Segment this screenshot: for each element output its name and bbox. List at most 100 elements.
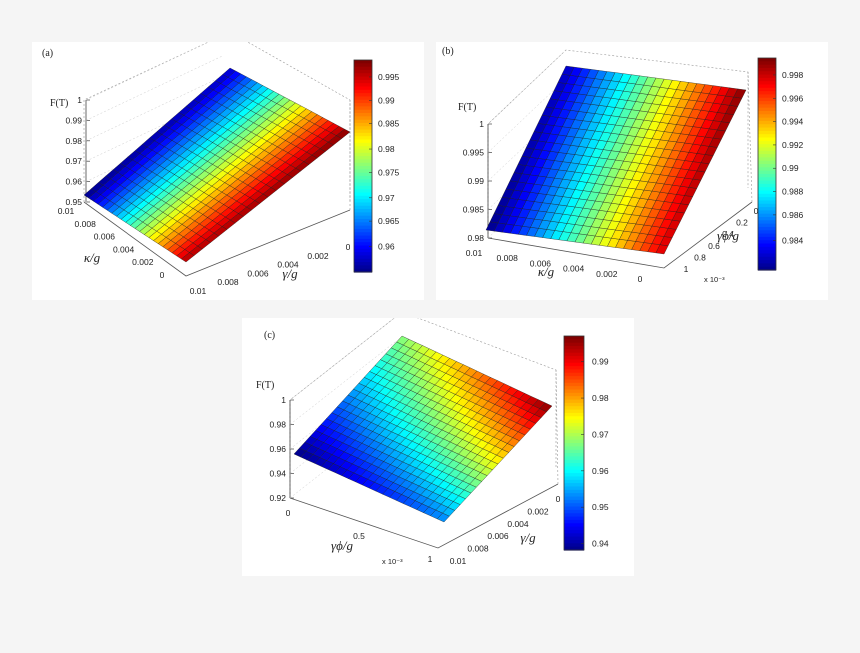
surface-mesh [293,335,553,523]
colorbar-segment [354,258,372,263]
colorbar-segment [564,453,584,457]
colorbar-segment [354,149,372,154]
x-tick-label: 0.01 [58,206,75,216]
colorbar-segment [354,63,372,68]
colorbar-segment [564,536,584,541]
surface-plot-c: (c) 0.92 0.94 0.96 0.98 1 F(T) 0 0.5 1 γϕ/g 0.01 0.0… [242,318,634,576]
colorbar-segment [564,376,584,381]
y-axis-label: γ/g [520,530,536,545]
colorbar-segment [564,446,584,451]
colorbar-tick-label: 0.96 [592,466,609,476]
colorbar-segment [564,399,584,404]
colorbar-segment [758,233,776,238]
colorbar-tick-label: 0.975 [378,167,400,177]
colorbar-segment [758,193,776,198]
colorbar-segment [354,156,372,160]
y-tick-label: 0.4 [722,229,734,239]
colorbar-segment [758,58,776,62]
colorbar-segment [758,107,776,112]
colorbar-segment [564,529,584,534]
colorbar-segment [564,466,584,471]
colorbar-segment [354,139,372,144]
colorbar: 0.995 0.99 0.985 0.98 0.975 0.97 0.965 0.96 [353,59,400,273]
z-gridline [85,42,210,101]
colorbar-tick-label: 0.99 [782,163,799,173]
colorbar-tick-label: 0.998 [782,70,804,80]
colorbar-segment [354,162,372,167]
colorbar-segment [354,152,372,157]
colorbar-segment [564,469,584,474]
axes-box-edge [747,71,753,203]
colorbar-segment [564,546,584,551]
x-tick-label: 0.002 [132,257,154,267]
z-tick-label: 0.985 [463,205,485,215]
colorbar-segment [354,69,372,74]
colorbar-segment [564,483,584,488]
colorbar-segment [354,199,372,204]
colorbar-segment [564,416,584,421]
colorbar-segment [564,513,584,518]
colorbar-segment [564,409,584,414]
surface-plot-b: (b) 0.98 0.985 0.99 0.995 1 F(T) 0.01 0.008 0.006… [436,42,828,300]
colorbar-segment [354,219,372,223]
colorbar-segment [758,190,776,195]
colorbar-segment [564,396,584,401]
surface-cell [733,88,747,99]
colorbar-segment [564,346,584,350]
colorbar-segment [758,147,776,152]
colorbar-tick-label: 0.99 [378,95,395,105]
colorbar-segment [354,159,372,164]
z-tick-label: 0.97 [65,156,82,166]
colorbar-segment [758,67,776,72]
colorbar-segment [564,539,584,544]
colorbar-segment [564,436,584,441]
z-tick-label: 0.995 [463,148,485,158]
y-tick-label: 0.002 [527,506,549,516]
colorbar-segment [354,146,372,151]
colorbar-segment [758,140,776,145]
colorbar-frame [757,57,777,271]
y-axis-label: γ/g [282,266,298,281]
z-gridline [85,55,223,121]
y-tick-label: 0.008 [217,277,239,287]
y-tick-label: 0 [346,242,351,252]
colorbar-segment [354,175,372,180]
colorbar-segment [354,79,372,84]
plot-b-svg: (b)0.980.9850.990.9951F(T)0.010.0080.006… [442,46,804,284]
panel-label: (c) [264,330,275,341]
x-axis-label: γϕ/g [331,538,353,553]
surface-cell [336,128,351,139]
colorbar-segment [758,130,776,135]
colorbar-segment [354,96,372,101]
colorbar-segment [758,213,776,218]
z-tick-label: 1 [281,395,286,405]
colorbar-tick-label: 0.986 [782,210,804,220]
colorbar-segment [564,379,584,384]
colorbar-segment [354,195,372,200]
floor-axes [487,201,753,269]
colorbar-segment [354,205,372,210]
y-tick-label: 0.006 [247,268,269,278]
colorbar-segment [564,366,584,371]
x-tick-label: 0.006 [94,232,116,242]
axes-box [83,42,351,202]
colorbar-segment [354,245,372,250]
colorbar-segment [564,432,584,437]
x-tick-label: 0.5 [353,531,365,541]
y-tick-label: 0.8 [694,252,706,262]
colorbar-segment [354,89,372,94]
colorbar-segment [758,243,776,248]
colorbar-segment [758,124,776,129]
colorbar-segment [758,97,776,102]
colorbar-segment [354,86,372,91]
colorbar-segment [758,220,776,225]
colorbar-segment [354,262,372,266]
y-tick-label: 1 [684,264,689,274]
colorbar-segment [758,207,776,211]
z-axis-label: F(T) [50,98,68,109]
z-gridline [487,53,563,125]
colorbar-segment [758,203,776,208]
colorbar-segment [564,543,584,548]
colorbar-segment [758,87,776,92]
z-gridline [85,96,223,162]
